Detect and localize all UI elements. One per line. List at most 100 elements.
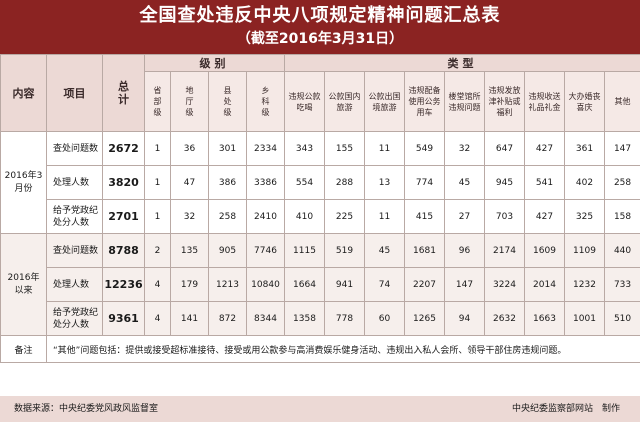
level-cell: 386 [208,165,247,200]
type-cell: 13 [364,165,405,200]
level-cell: 179 [170,267,209,302]
item-header: 项目 [46,54,103,132]
type-cell: 778 [324,301,365,336]
type-header-cell: 违规收送礼品礼金 [524,71,565,132]
type-header-cell: 公款出国境旅游 [364,71,405,132]
table-row: 2016年以来 查处问题数 8788 2 135 905 7746 1115 5… [0,233,640,336]
header-row-groups: 内容 项目 总计 级别 类型 [0,54,640,132]
type-cell: 554 [284,165,325,200]
type-cell: 1609 [524,233,565,268]
item-cell: 查处问题数 [46,131,103,166]
type-cell: 415 [404,199,445,234]
level-header-cell: 省部级 [144,71,171,132]
level-header-cell: 地厅级 [170,71,209,132]
level-cell: 36 [170,131,209,166]
table-row: 处理人数 3820 1 47 386 3386 554 288 13 774 4… [1,165,640,200]
level-header: 省部级 [153,86,162,117]
header-row-columns: 省部级 地厅级 县处级 乡科级 违规公款吃喝 公款国内旅游 公款出国境旅游 违规… [1,71,640,132]
summary-table: 内容 项目 总计 级别 类型 省部级 地厅级 县处级 乡科级 违规公款吃喝 公款… [0,54,640,363]
footer: 数据来源：中央纪委党风政风监督室 中央纪委监察部网站 制作 [0,396,640,422]
data-source: 数据来源：中央纪委党风政风监督室 [14,404,159,414]
level-cell: 4 [144,301,171,336]
period-cell: 2016年以来 [0,233,47,336]
type-cell: 2632 [484,301,525,336]
type-cell: 94 [444,301,485,336]
level-header-cell: 县处级 [208,71,247,132]
note-row: 备注 “其他”问题包括：提供或接受超标准接待、接受或用公款参与高消费娱乐健身活动… [0,335,640,363]
level-cell: 141 [170,301,209,336]
type-cell: 1663 [524,301,565,336]
level-cell: 7746 [246,233,285,268]
level-cell: 3386 [246,165,285,200]
level-header-cell: 乡科级 [246,71,285,132]
table-row: 处理人数 12236 4 179 1213 10840 1664 941 74 … [1,267,640,302]
type-header-cell: 大办婚丧喜庆 [564,71,605,132]
type-cell: 74 [364,267,405,302]
type-header: 大办婚丧喜庆 [568,91,601,112]
level-cell: 2410 [246,199,285,234]
type-header: 违规公款吃喝 [288,91,321,112]
note-text: “其他”问题包括：提供或接受超标准接待、接受或用公款参与高消费娱乐健身活动、违规… [45,335,640,363]
level-cell: 47 [170,165,209,200]
total-header-label: 总计 [118,80,129,106]
type-cell: 733 [603,267,640,302]
content-header: 内容 [0,54,47,132]
type-cell: 343 [284,131,325,166]
type-cell: 1115 [284,233,325,268]
type-cell: 1681 [404,233,445,268]
type-cell: 774 [404,165,445,200]
level-header: 地厅级 [185,86,194,117]
total-cell: 8788 [102,233,145,268]
type-header-cell: 其他 [603,71,640,132]
type-cell: 1265 [404,301,445,336]
type-header: 公款国内旅游 [328,91,361,112]
total-cell: 9361 [102,301,145,336]
type-cell: 945 [484,165,525,200]
type-header: 违规收送礼品礼金 [528,91,561,112]
type-cell: 155 [324,131,365,166]
item-label: 给予党政纪处分人数 [53,307,99,330]
type-cell: 288 [324,165,365,200]
type-cell: 427 [524,131,565,166]
level-cell: 8344 [246,301,285,336]
level-header: 县处级 [223,86,232,117]
page-subtitle: （截至2016年3月31日） [236,31,404,47]
item-cell: 给予党政纪处分人数 [46,199,103,234]
type-header: 违规配备使用公务用车 [408,86,441,117]
title-banner: 全国查处违反中央八项规定精神问题汇总表 （截至2016年3月31日） [0,0,640,54]
type-cell: 60 [364,301,405,336]
type-header-cell: 违规公款吃喝 [284,71,325,132]
level-cell: 301 [208,131,247,166]
type-cell: 703 [484,199,525,234]
type-cell: 147 [603,131,640,166]
period-label: 2016年3月份 [4,170,43,194]
type-group-header: 类型 [283,54,640,72]
item-cell: 查处问题数 [46,233,103,268]
type-cell: 1358 [284,301,325,336]
type-header-cell: 公款国内旅游 [324,71,365,132]
type-cell: 647 [484,131,525,166]
type-cell: 32 [444,131,485,166]
type-cell: 361 [564,131,605,166]
type-cell: 1001 [564,301,605,336]
period-label: 2016年以来 [7,272,40,296]
type-cell: 410 [284,199,325,234]
type-cell: 258 [603,165,640,200]
level-cell: 32 [170,199,209,234]
type-cell: 519 [324,233,365,268]
type-cell: 158 [603,199,640,234]
level-cell: 872 [208,301,247,336]
type-cell: 96 [444,233,485,268]
total-cell: 2701 [102,199,145,234]
type-cell: 2014 [524,267,565,302]
level-cell: 258 [208,199,247,234]
type-header-cell: 违规发放津补贴或福利 [484,71,525,132]
level-cell: 905 [208,233,247,268]
type-cell: 1664 [284,267,325,302]
type-cell: 427 [524,199,565,234]
type-cell: 549 [404,131,445,166]
level-group-header: 级别 [144,54,285,72]
item-cell: 处理人数 [46,165,103,200]
type-header-cell: 违规配备使用公务用车 [404,71,445,132]
type-cell: 11 [364,199,405,234]
